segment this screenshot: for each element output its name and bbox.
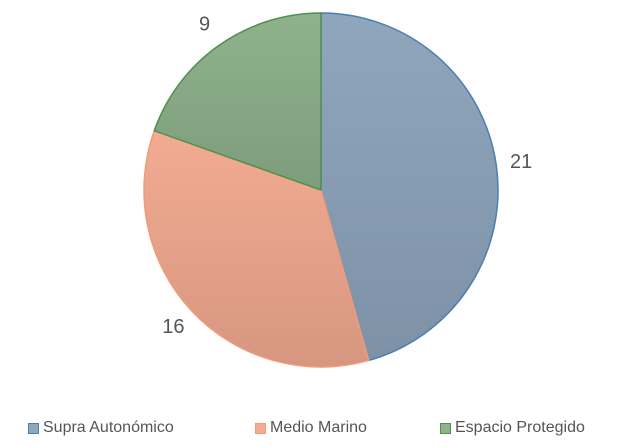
pie-slice-1[interactable] <box>143 129 370 368</box>
legend-label: Supra Autonómico <box>43 419 174 436</box>
legend-item-medio-marino[interactable]: Medio Marino <box>255 414 367 442</box>
legend: Supra Autonómico Medio Marino Espacio Pr… <box>0 414 624 442</box>
legend-label: Espacio Protegido <box>455 419 585 436</box>
data-labels: 21 16 9 <box>162 13 532 338</box>
data-label-1: 16 <box>162 316 184 338</box>
legend-item-espacio-protegido[interactable]: Espacio Protegido <box>440 414 585 442</box>
pie-slices <box>143 12 499 368</box>
legend-item-supra-autonomico[interactable]: Supra Autonómico <box>28 414 174 442</box>
pie-slice-2[interactable] <box>153 12 322 191</box>
data-label-0: 21 <box>510 151 532 173</box>
data-label-2: 9 <box>199 13 210 35</box>
legend-swatch <box>255 422 266 434</box>
legend-swatch <box>440 422 451 434</box>
legend-swatch <box>28 422 39 434</box>
pie-slice-0[interactable] <box>320 12 499 362</box>
legend-label: Medio Marino <box>270 419 367 436</box>
